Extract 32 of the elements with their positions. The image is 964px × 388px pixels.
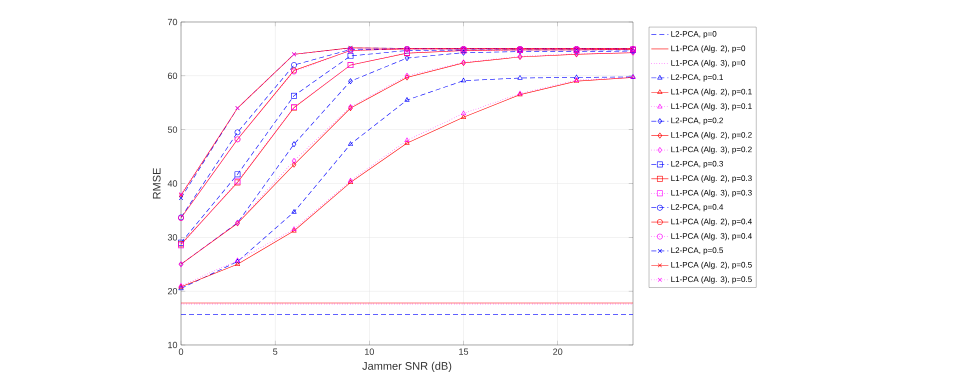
y-tick-label: 40 <box>168 180 178 187</box>
legend-label: L1-PCA (Alg. 3), p=0.3 <box>671 190 752 198</box>
x-axis-title: Jammer SNR (dB) <box>362 362 452 372</box>
y-tick-label: 60 <box>168 72 178 80</box>
legend-label: L1-PCA (Alg. 2), p=0 <box>671 45 746 53</box>
legend-label: L2-PCA, p=0.5 <box>671 247 724 255</box>
legend-label: L1-PCA (Alg. 3), p=0.1 <box>671 103 752 111</box>
legend-label: L2-PCA, p=0 <box>671 31 716 38</box>
x-tick-label: 0 <box>178 348 184 355</box>
legend-label: L2-PCA, p=0.3 <box>671 160 724 168</box>
x-tick-label: 20 <box>553 348 562 355</box>
legend-label: L1-PCA (Alg. 3), p=0.4 <box>671 232 752 240</box>
y-tick-label: 70 <box>168 18 178 26</box>
legend-label: L2-PCA, p=0.2 <box>671 118 723 125</box>
legend-label: L1-PCA (Alg. 2), p=0.5 <box>671 262 752 270</box>
legend-label: L1-PCA (Alg. 2), p=0.2 <box>671 132 752 140</box>
y-tick-label: 20 <box>168 288 178 294</box>
legend-label: L1-PCA (Alg. 2), p=0.3 <box>671 175 752 183</box>
x-tick-label: 5 <box>273 348 278 355</box>
legend-label: L2-PCA, p=0.4 <box>671 204 724 212</box>
legend-label: L2-PCA, p=0.1 <box>671 74 723 82</box>
legend-label: L1-PCA (Alg. 3), p=0 <box>671 60 746 68</box>
legend-label: L1-PCA (Alg. 2), p=0.4 <box>671 218 752 226</box>
x-tick-label: 10 <box>365 348 374 355</box>
y-tick-label: 30 <box>168 234 178 241</box>
legend-label: L1-PCA (Alg. 2), p=0.1 <box>671 88 752 96</box>
x-tick-label: 15 <box>459 348 468 355</box>
y-tick-label: 10 <box>168 342 178 348</box>
legend-label: L1-PCA (Alg. 3), p=0.2 <box>671 146 752 154</box>
legend-label: L1-PCA (Alg. 3), p=0.5 <box>671 276 752 284</box>
y-tick-label: 50 <box>168 126 178 133</box>
y-axis-title: RMSE <box>152 168 161 198</box>
